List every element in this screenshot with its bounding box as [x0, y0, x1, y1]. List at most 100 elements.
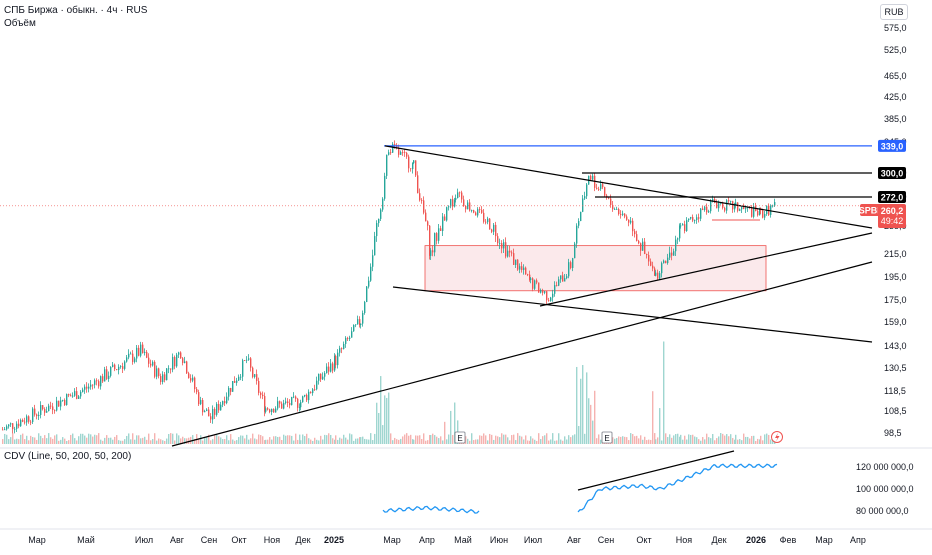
volume-bar — [675, 434, 677, 444]
candle-body — [218, 403, 220, 411]
candle-body — [242, 360, 244, 377]
candle-body — [112, 364, 114, 367]
candle-body — [332, 363, 334, 371]
volume-bar — [62, 437, 64, 444]
candle-body — [679, 225, 681, 239]
volume-bar — [671, 437, 673, 444]
candle-body — [680, 225, 682, 227]
candle-body — [461, 192, 463, 200]
volume-bar — [626, 437, 628, 444]
candle-body — [220, 404, 222, 411]
candle-body — [636, 234, 638, 241]
volume-bar — [757, 438, 759, 444]
volume-bar — [412, 439, 414, 444]
volume-bar — [150, 440, 152, 444]
candle-body — [357, 319, 359, 325]
candle-body — [663, 260, 665, 264]
volume-bar — [665, 433, 667, 444]
candle-body — [170, 368, 172, 370]
candle-body — [44, 409, 46, 413]
volume-bar — [114, 436, 116, 444]
candle-body — [618, 209, 620, 215]
candle-body — [692, 217, 694, 221]
volume-bar — [644, 436, 646, 444]
candle-body — [335, 355, 337, 366]
cdv-line — [382, 450, 778, 514]
volume-bar — [122, 440, 124, 444]
candle-body — [534, 280, 536, 289]
volume-bar — [299, 434, 301, 444]
volume-bar — [366, 439, 368, 444]
chart-legend: СПБ Биржа · обыкн. · 4ч · RUS Объём — [4, 4, 147, 30]
candle-body — [745, 208, 747, 210]
candle-body — [380, 209, 382, 219]
volume-bar — [737, 439, 739, 444]
candle-body — [459, 192, 461, 194]
volume-bar — [22, 433, 24, 444]
volume-bar — [54, 435, 56, 444]
volume-bar — [499, 437, 501, 444]
candle-body — [291, 396, 293, 406]
candle-body — [525, 267, 527, 275]
badge-last-bg — [878, 204, 906, 228]
volume-bar — [542, 436, 544, 444]
candle-body — [26, 416, 28, 423]
candle-body — [477, 209, 479, 216]
volume-bar — [550, 439, 552, 444]
volume-bar — [690, 434, 692, 444]
candle-body — [94, 380, 96, 385]
candle-body — [142, 344, 144, 354]
volume-bar — [2, 439, 4, 444]
trend-lines — [0, 145, 873, 447]
candle-body — [513, 253, 515, 265]
time-axis-label: Июл — [524, 535, 542, 545]
candle-body — [558, 279, 560, 286]
candle-body — [166, 368, 168, 381]
candle-body — [168, 368, 170, 370]
candle-body — [262, 394, 264, 397]
indicator-name[interactable]: CDV (Line, 50, 200, 50, 200) — [4, 451, 132, 462]
candle-body — [650, 261, 652, 266]
volume-label[interactable]: Объём — [4, 18, 36, 29]
candle-body — [230, 387, 232, 392]
candle-body — [425, 212, 427, 222]
candle-body — [132, 353, 134, 362]
volume-bar — [473, 440, 475, 444]
candle-body — [368, 280, 370, 287]
volume-bar — [256, 439, 258, 444]
candle-body — [6, 426, 8, 430]
candle-body — [366, 286, 368, 302]
candle-body — [655, 272, 657, 276]
symbol-title[interactable]: СПБ Биржа · обыкн. · 4ч · RUS — [4, 5, 148, 16]
volume-bar — [142, 437, 144, 444]
candle-body — [396, 145, 398, 149]
volume-bar — [271, 439, 273, 444]
badge-last-price: 260,2 — [881, 206, 904, 216]
candle-body — [88, 386, 90, 389]
volume-bar — [226, 435, 228, 444]
time-axis-label: Авг — [170, 535, 185, 545]
volume-bar — [267, 439, 269, 444]
volume-bar — [584, 433, 586, 444]
volume-bar — [477, 439, 479, 444]
candle-body — [423, 200, 425, 213]
candle-body — [246, 359, 248, 361]
volume-bar — [106, 435, 108, 444]
volume-bar — [751, 435, 753, 444]
volume-bar — [724, 435, 726, 444]
currency-button[interactable]: RUB — [880, 4, 908, 20]
candle-body — [322, 376, 324, 380]
candle-body — [178, 352, 180, 355]
cdv-series-line — [577, 463, 778, 513]
candle-body — [493, 224, 495, 232]
volume-bar — [12, 433, 14, 444]
candle-body — [283, 402, 285, 409]
candle-body — [724, 207, 726, 211]
candle-body — [22, 420, 24, 422]
volume-bar — [743, 433, 745, 444]
candle-body — [345, 337, 347, 344]
volume-bar — [764, 434, 766, 444]
badge-ticker-bg — [860, 204, 882, 216]
